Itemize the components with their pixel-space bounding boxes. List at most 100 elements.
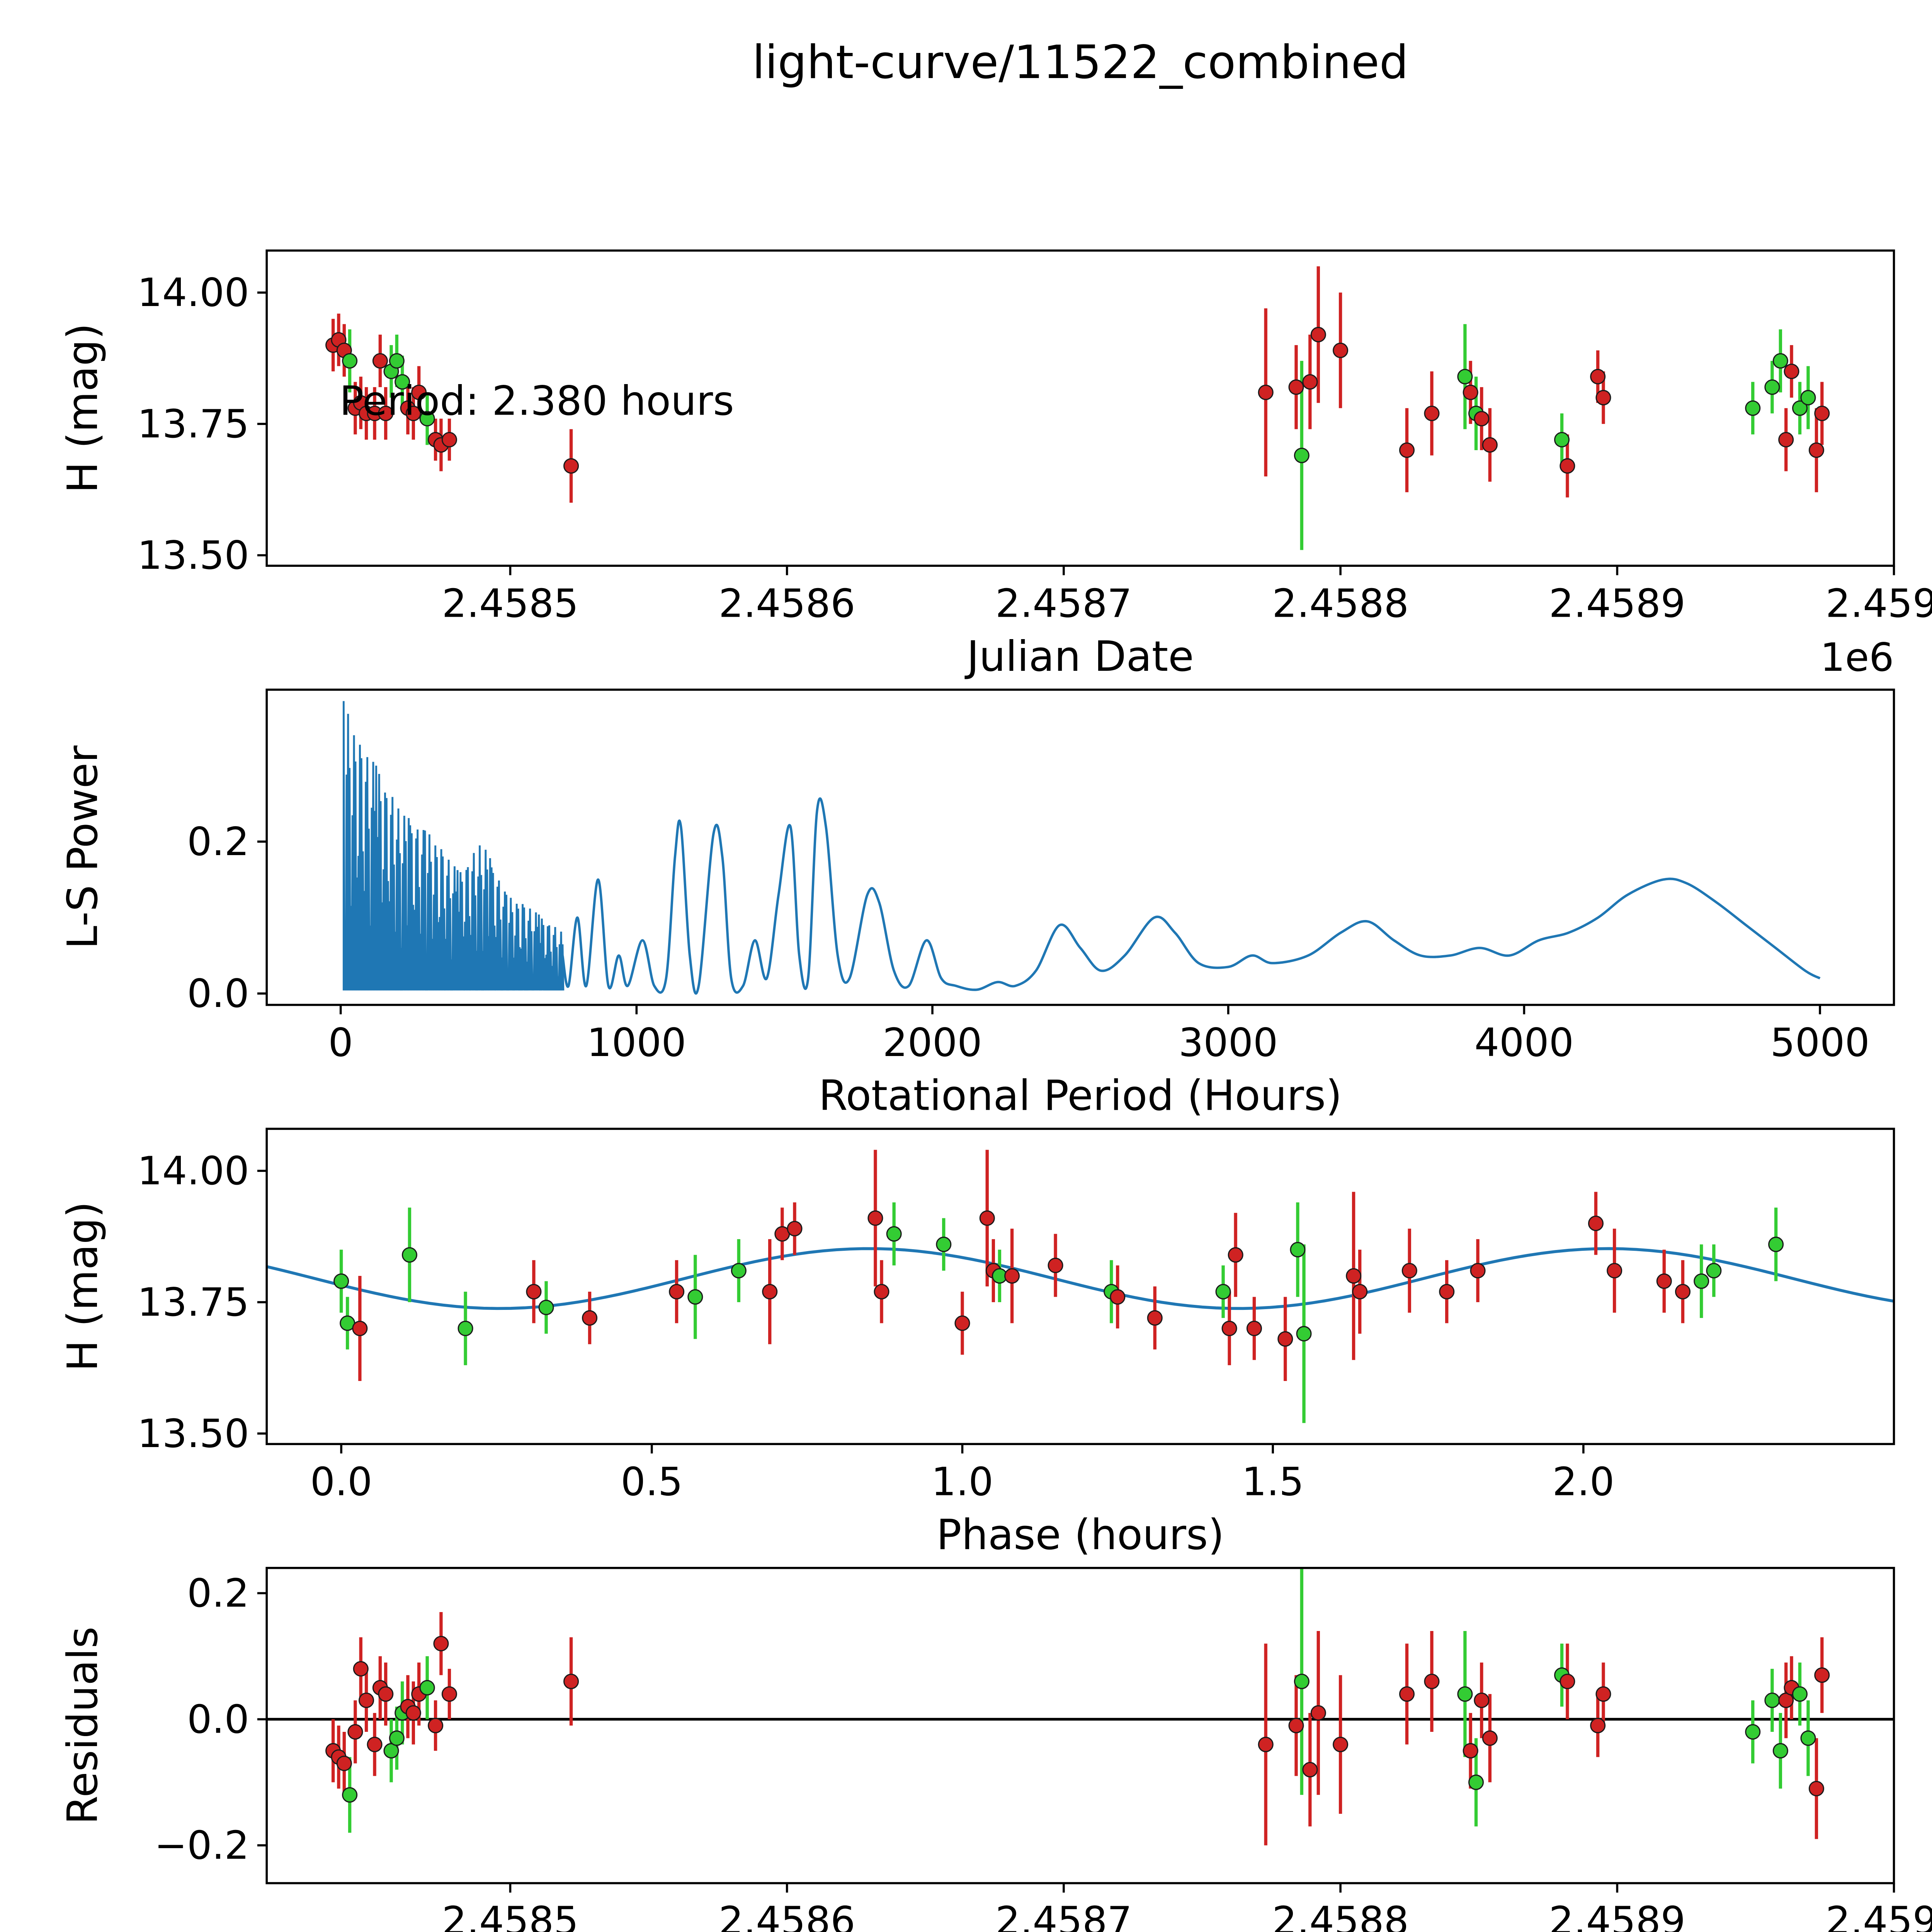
data-point [1474, 411, 1490, 427]
data-point [419, 1680, 435, 1696]
data-point [336, 1755, 352, 1771]
data-point [1590, 369, 1606, 384]
data-point [1424, 405, 1440, 421]
data-point [1302, 374, 1318, 390]
axes-frame [265, 249, 1895, 567]
x-axis-label: Julian Date [964, 633, 1194, 681]
data-point [1482, 1730, 1498, 1746]
axes-frame [265, 1128, 1895, 1445]
data-point [1290, 1242, 1306, 1258]
x-tick-label: 2.4589 [1549, 581, 1685, 626]
data-point [1814, 1667, 1830, 1683]
data-point [1590, 1718, 1606, 1733]
x-tick-label: 2.4587 [995, 581, 1132, 626]
x-tick-label: 0.0 [310, 1459, 372, 1505]
data-point [1588, 1216, 1604, 1231]
data-point [1792, 400, 1808, 416]
x-axis-label: Rotational Period (Hours) [819, 1072, 1342, 1120]
y-tick-label: 0.0 [187, 971, 249, 1016]
sinusoid-fit-line [267, 1247, 1894, 1310]
x-tick-label: 2000 [883, 1020, 982, 1065]
data-point [1258, 1736, 1274, 1752]
data-point [367, 1736, 383, 1752]
x-axis-offset-label: 1e6 [1820, 634, 1894, 680]
plot-content-phased-light-curve [267, 1150, 1894, 1423]
data-point [1470, 1263, 1486, 1279]
data-point [1439, 1284, 1455, 1299]
subplot-lomb-scargle-periodogram: 0 1000 2000 3000 4000 5000 0.0 0.2 Rotational Pe… [59, 689, 1895, 1120]
data-point [1554, 432, 1570, 447]
data-point [563, 458, 579, 474]
data-point [1463, 384, 1478, 400]
data-point [441, 1686, 457, 1702]
data-point [1814, 405, 1830, 421]
y-axis-label: Residuals [59, 1626, 107, 1825]
data-point [1607, 1263, 1622, 1279]
data-point [342, 353, 358, 369]
y-tick-label: 14.00 [138, 270, 249, 315]
y-tick-label: 13.50 [138, 1411, 249, 1456]
data-point [874, 1284, 889, 1299]
x-tick-label: 2.4587 [995, 1898, 1132, 1932]
data-point [762, 1284, 778, 1299]
x-tick-label: 0 [328, 1020, 353, 1065]
data-point [954, 1315, 970, 1331]
data-point [1352, 1284, 1368, 1299]
y-axis-label: L-S Power [59, 745, 107, 949]
data-point [1772, 353, 1788, 369]
data-point [1333, 1736, 1349, 1752]
data-point [1294, 447, 1310, 463]
data-point [401, 1247, 417, 1263]
data-point [1468, 1774, 1484, 1790]
data-point [1221, 1320, 1237, 1337]
x-tick-label: 2.4589 [1549, 1898, 1685, 1932]
data-point [1560, 458, 1575, 474]
y-tick-label: 0.0 [187, 1696, 249, 1742]
data-point [353, 1661, 369, 1677]
subplot-residuals-vs-julian-date: 2.4585 2.4586 2.4587 2.4588 2.4589 2.4590 −0.2… [59, 1567, 1932, 1932]
data-point [1463, 1743, 1478, 1759]
data-point [867, 1210, 883, 1226]
data-point [1401, 1263, 1417, 1279]
x-tick-label: 1000 [587, 1020, 686, 1065]
data-point [1745, 1724, 1761, 1740]
data-point [1246, 1320, 1262, 1337]
x-tick-label: 5000 [1770, 1020, 1869, 1065]
data-point [1482, 437, 1498, 453]
data-point [389, 353, 405, 369]
axes-frame [265, 1567, 1895, 1884]
data-point [582, 1310, 598, 1326]
x-tick-label: 2.4585 [442, 1898, 579, 1932]
data-point [526, 1284, 542, 1299]
x-tick-label: 4000 [1475, 1020, 1574, 1065]
plot-content-lomb-scargle-periodogram [342, 701, 1821, 995]
data-point [1004, 1268, 1020, 1284]
data-point [359, 1692, 374, 1708]
periodogram-curve-line [561, 797, 1821, 995]
data-point [352, 1320, 368, 1337]
data-point [395, 374, 410, 390]
data-point [333, 1273, 349, 1289]
data-point [1399, 442, 1415, 458]
x-tick-label: 1.5 [1242, 1459, 1304, 1505]
data-point [1457, 369, 1473, 384]
data-point [1808, 1781, 1824, 1796]
data-point [1258, 384, 1274, 400]
axes-frame [265, 689, 1895, 1006]
data-point [731, 1263, 747, 1279]
data-point [347, 1724, 363, 1740]
data-point [405, 1705, 421, 1721]
data-point [1772, 1743, 1788, 1759]
data-point [1288, 379, 1304, 395]
y-axis-label: H (mag) [59, 323, 107, 493]
data-point [1048, 1257, 1063, 1273]
subplot-magnitude-vs-julian-date: 2.4585 2.4586 2.4587 2.4588 2.4589 2.4590 13.5… [59, 249, 1932, 681]
data-point [787, 1221, 803, 1236]
data-point [411, 384, 427, 400]
data-point [1675, 1284, 1691, 1299]
data-point [1764, 379, 1780, 395]
data-point [1768, 1236, 1784, 1252]
x-tick-label: 1.0 [931, 1459, 993, 1505]
figure-title: light-curve/11522_combined [752, 36, 1408, 89]
